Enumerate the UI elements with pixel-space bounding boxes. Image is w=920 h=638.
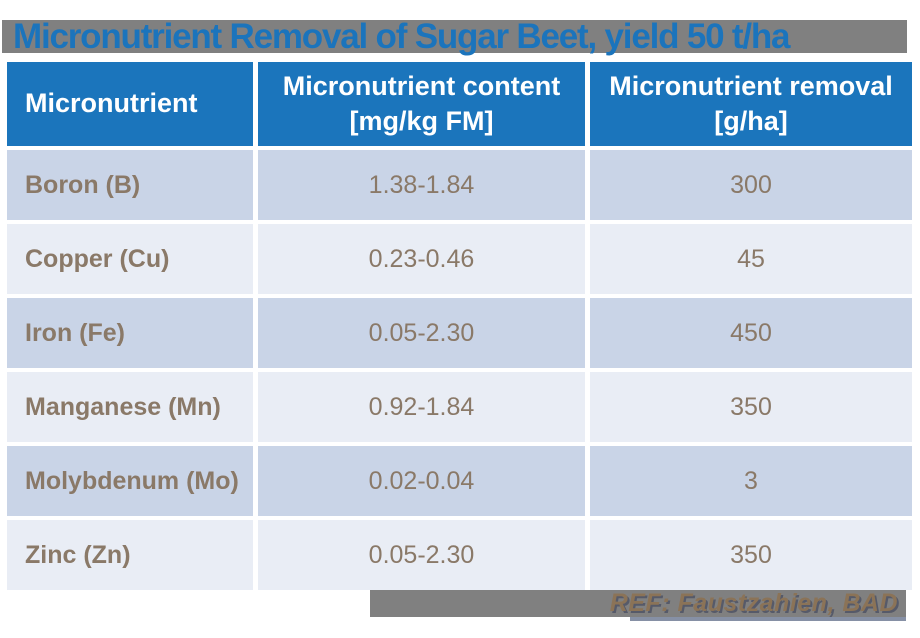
row-copper-removal: 45 xyxy=(590,224,912,294)
row-boron-label: Boron (B) xyxy=(7,150,253,220)
column-header-content: Micronutrient content [mg/kg FM] xyxy=(258,62,585,146)
row-zinc-removal: 350 xyxy=(590,520,912,590)
row-copper-content: 0.23-0.46 xyxy=(258,224,585,294)
row-zinc-content: 0.05-2.30 xyxy=(258,520,585,590)
row-manganese-content: 0.92-1.84 xyxy=(258,372,585,442)
row-boron-removal: 300 xyxy=(590,150,912,220)
column-header-removal: Micronutrient removal [g/ha] xyxy=(590,62,912,146)
row-boron-content: 1.38-1.84 xyxy=(258,150,585,220)
page-title: Micronutrient Removal of Sugar Beet, yie… xyxy=(13,17,790,56)
row-copper-label: Copper (Cu) xyxy=(7,224,253,294)
row-manganese-label: Manganese (Mn) xyxy=(7,372,253,442)
row-zinc-label: Zinc (Zn) xyxy=(7,520,253,590)
row-molybdenum-removal: 3 xyxy=(590,446,912,516)
row-molybdenum-content: 0.02-0.04 xyxy=(258,446,585,516)
row-molybdenum-label: Molybdenum (Mo) xyxy=(7,446,253,516)
column-header-unit: [mg/kg FM] xyxy=(349,106,494,136)
row-iron-label: Iron (Fe) xyxy=(7,298,253,368)
reference-text: REF: Faustzahien, BAD xyxy=(609,589,898,617)
nutrient-table: Micronutrient Micronutrient content [mg/… xyxy=(7,62,912,590)
column-header-unit: [g/ha] xyxy=(714,106,788,136)
row-manganese-removal: 350 xyxy=(590,372,912,442)
reference-bar: REF: Faustzahien, BAD xyxy=(370,590,906,617)
column-header-label: Micronutrient content xyxy=(282,70,561,101)
ref-bar-shadow xyxy=(630,617,906,621)
column-header-micronutrient: Micronutrient xyxy=(7,62,253,146)
row-iron-removal: 450 xyxy=(590,298,912,368)
title-bar: Micronutrient Removal of Sugar Beet, yie… xyxy=(2,17,907,56)
row-iron-content: 0.05-2.30 xyxy=(258,298,585,368)
column-header-label: Micronutrient xyxy=(25,88,198,119)
column-header-label: Micronutrient removal xyxy=(609,70,893,101)
